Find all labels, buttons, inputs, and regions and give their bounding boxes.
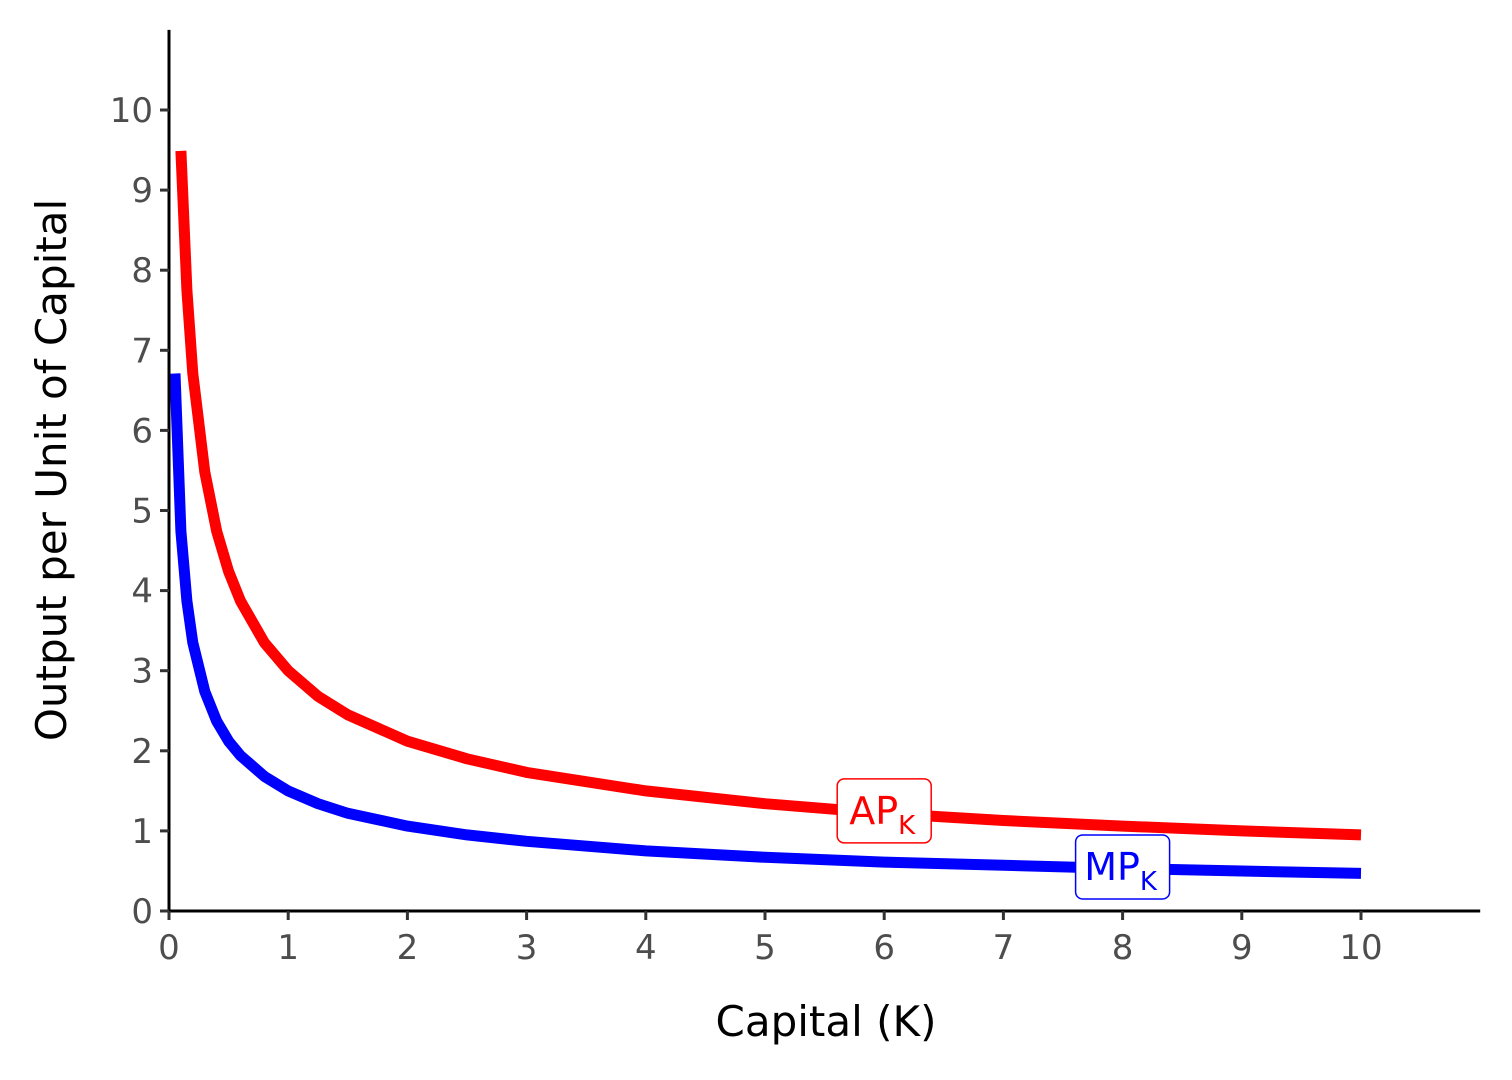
x-tick-label: 6 bbox=[873, 928, 895, 968]
y-tick-label: 0 bbox=[131, 892, 153, 932]
curve-label-box bbox=[836, 778, 932, 844]
curve-label-mp: MPK bbox=[1074, 834, 1171, 900]
y-tick-label: 3 bbox=[131, 652, 153, 692]
y-tick-label: 2 bbox=[131, 732, 153, 772]
curve-label-name: AP bbox=[849, 789, 898, 833]
y-axis-title: Output per Unit of Capital bbox=[27, 199, 76, 741]
y-tick-label: 7 bbox=[131, 331, 153, 371]
x-tick-label: 5 bbox=[754, 928, 776, 968]
x-tick-label: 10 bbox=[1339, 928, 1382, 968]
y-tick-label: 9 bbox=[131, 171, 153, 211]
x-tick-label: 2 bbox=[397, 928, 419, 968]
curve-label-name: MP bbox=[1084, 845, 1140, 889]
x-axis-title: Capital (K) bbox=[716, 997, 937, 1046]
x-tick-label: 1 bbox=[277, 928, 299, 968]
x-tick-label: 0 bbox=[158, 928, 180, 968]
y-tick-label: 6 bbox=[131, 411, 153, 451]
axes-layer: 0 1 2 3 4 5 6 7 8 9 10 0 1 2 3 4 5 6 7 8 9 10 bbox=[110, 29, 1481, 968]
curve-label-subscript: K bbox=[898, 811, 916, 841]
y-tick-label: 10 bbox=[110, 91, 153, 131]
y-tick-label: 1 bbox=[131, 812, 153, 852]
y-tick-label: 4 bbox=[131, 572, 153, 612]
curves-layer bbox=[0, 0, 1512, 879]
x-tick-label: 3 bbox=[516, 928, 538, 968]
x-tick-label: 8 bbox=[1112, 928, 1134, 968]
curve-label-text: APK bbox=[849, 789, 916, 841]
x-tick-label: 7 bbox=[993, 928, 1015, 968]
x-tick-label: 9 bbox=[1231, 928, 1253, 968]
curve-label-text: MPK bbox=[1084, 845, 1158, 897]
plot-top-mask bbox=[0, 0, 1512, 30]
series-line-ap bbox=[175, 150, 1362, 841]
y-tick-label: 5 bbox=[131, 492, 153, 532]
y-tick-label: 8 bbox=[131, 251, 153, 291]
curve-label-box bbox=[1074, 834, 1171, 900]
curve-label-subscript: K bbox=[1140, 867, 1158, 897]
series-line-mp bbox=[169, 373, 1362, 879]
x-tick-label: 4 bbox=[635, 928, 657, 968]
curve-label-ap: APK bbox=[836, 778, 932, 844]
